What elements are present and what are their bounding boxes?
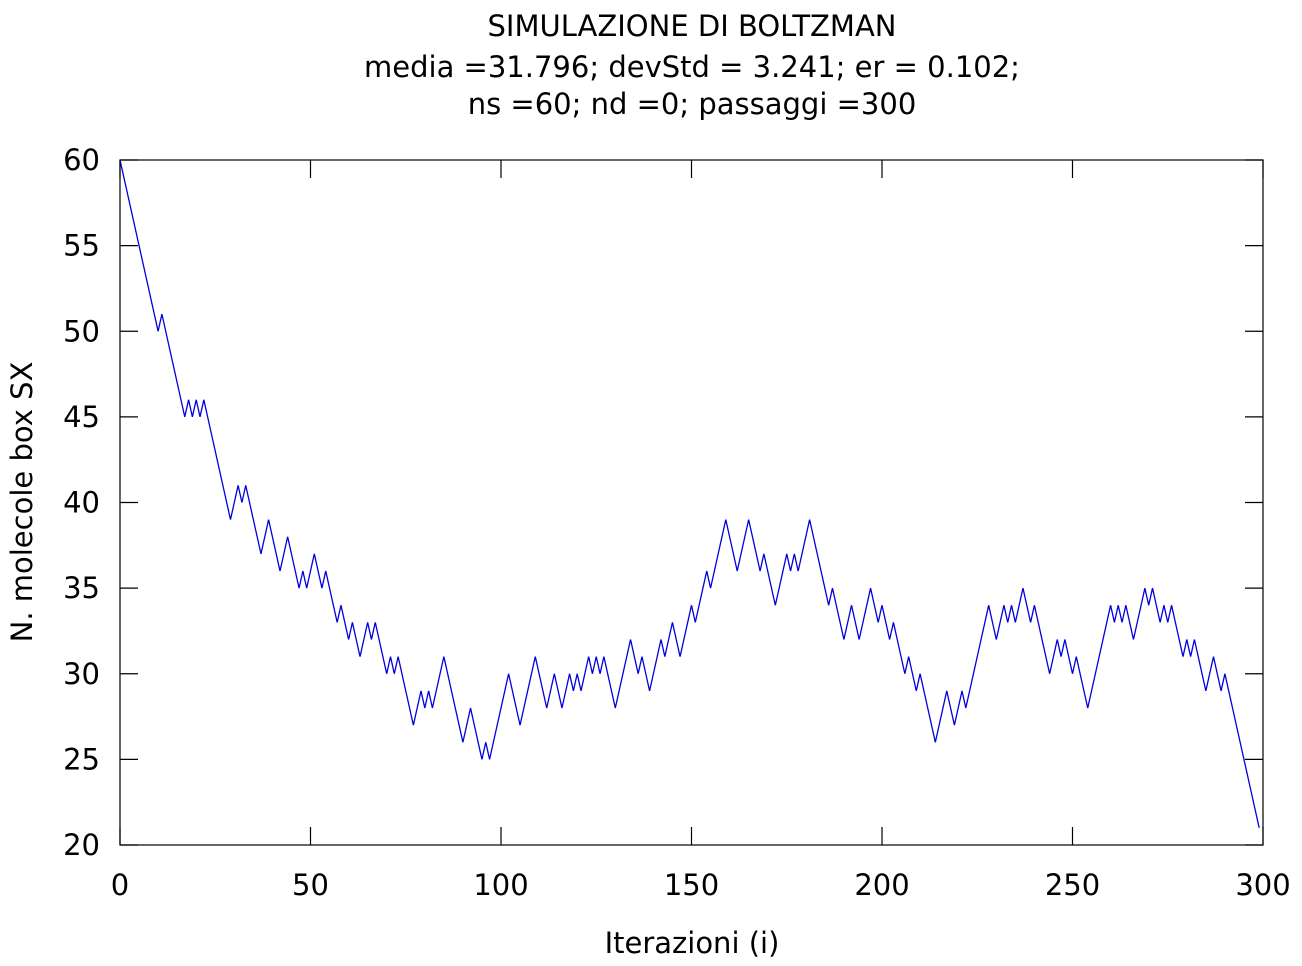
chart-subtitle-line-2: ns =60; nd =0; passaggi =300 bbox=[468, 87, 917, 121]
plot-frame bbox=[119, 159, 1264, 846]
axis-tick-labels: 0 50 100 150 200 250 300 20 25 30 35 40 45 50 55 60 bbox=[63, 143, 1291, 902]
x-tick-label: 100 bbox=[473, 868, 528, 902]
x-tick-label: 50 bbox=[292, 868, 329, 902]
y-tick-label: 35 bbox=[63, 571, 100, 605]
chart-title: SIMULAZIONE DI BOLTZMAN bbox=[488, 9, 897, 43]
y-tick-label: 55 bbox=[63, 229, 100, 263]
x-tick-label: 150 bbox=[664, 868, 719, 902]
x-tick-label: 300 bbox=[1235, 868, 1290, 902]
y-tick-label: 30 bbox=[63, 657, 100, 691]
y-tick-label: 60 bbox=[63, 143, 100, 177]
x-tick-label: 0 bbox=[111, 868, 129, 902]
y-tick-label: 25 bbox=[63, 742, 100, 776]
x-tick-label: 250 bbox=[1045, 868, 1100, 902]
x-axis-label: Iterazioni (i) bbox=[605, 926, 780, 960]
x-tick-label: 200 bbox=[854, 868, 909, 902]
chart-subtitle-line-1: media =31.796; devStd = 3.241; er = 0.10… bbox=[364, 50, 1020, 84]
series-line bbox=[119, 159, 1260, 829]
y-axis-label: N. molecole box SX bbox=[5, 362, 39, 643]
y-tick-label: 50 bbox=[63, 314, 100, 348]
y-tick-label: 45 bbox=[63, 400, 100, 434]
y-tick-label: 40 bbox=[63, 486, 100, 520]
y-tick-label: 20 bbox=[63, 828, 100, 862]
